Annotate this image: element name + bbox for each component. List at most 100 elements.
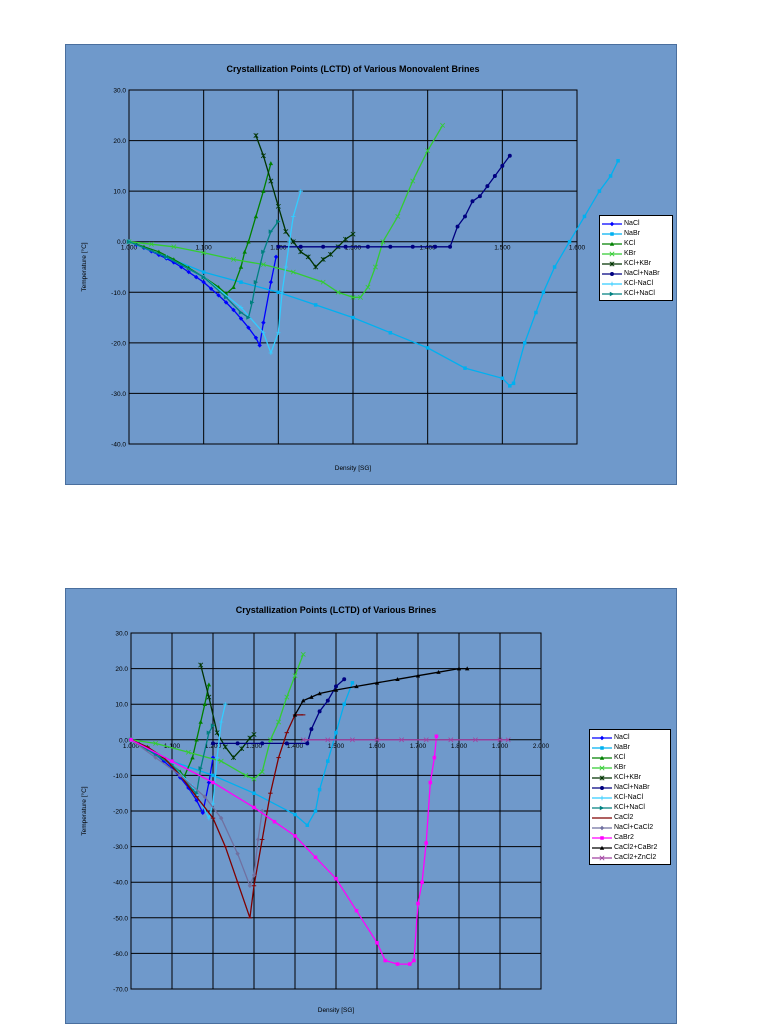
legend-label: NaCl+NaBr [614, 784, 650, 791]
y-tick-label: 10.0 [115, 702, 128, 709]
y-tick-label: -10.0 [111, 290, 126, 297]
x-tick-label: 1.000 [123, 743, 140, 750]
data-point-nabr [211, 773, 215, 778]
legend-swatch-marker [599, 755, 605, 760]
data-point-kbr [171, 244, 177, 250]
data-point-nabr [541, 290, 546, 295]
data-point-kbr [380, 239, 386, 245]
x-tick-label: 2.000 [533, 743, 550, 750]
legend-label: KCl-NaCl [624, 280, 654, 287]
data-point-cabr2 [432, 755, 437, 760]
data-point-nabr [552, 265, 557, 269]
data-point-nacl [257, 343, 262, 348]
data-point-nacl-nabr [485, 184, 490, 189]
legend-swatch-marker [599, 775, 605, 781]
legend-item-kcl: KCl [590, 753, 670, 763]
data-point-nacl-nabr [492, 173, 497, 178]
data-point-kcl-kbr [320, 256, 326, 262]
data-point-nacl-nabr [211, 741, 215, 746]
data-point-nacl-nabr [321, 244, 326, 249]
y-tick-label: 0.0 [119, 737, 128, 744]
data-point-kcl-nacl [276, 219, 281, 224]
x-tick-label: 1.500 [494, 245, 511, 252]
legend-swatch [592, 836, 612, 840]
legend-label: NaBr [624, 230, 640, 237]
data-point-nabr [313, 303, 318, 307]
legend-swatch-marker [610, 272, 614, 276]
data-point-nabr [582, 214, 587, 219]
data-point-kcl-nacl [253, 279, 259, 285]
legend-item-kcl-nacl: KCl+NaCl [590, 803, 670, 813]
data-point-kcl-nacl [268, 350, 274, 356]
data-point-kcl-nacl [238, 310, 244, 315]
series-line-kcl-nacl [128, 190, 302, 355]
series-cabr2 [129, 734, 439, 966]
data-point-nacl-nabr [433, 244, 438, 249]
legend-swatch [592, 805, 612, 811]
series-line-nabr [128, 160, 619, 387]
legend-swatch [592, 825, 612, 831]
data-point-nacl [216, 293, 221, 298]
legend-label: KCl [624, 240, 636, 247]
data-point-nacl-cacl2 [255, 837, 261, 842]
legend-label: KCl+NaCl [614, 804, 645, 811]
data-point-cabr2 [420, 880, 424, 884]
data-point-kcl-nacl [261, 330, 266, 335]
data-point-nacl-nabr [463, 214, 467, 219]
data-point-cacl2-zncl2 [497, 737, 503, 743]
data-point-cabr2 [129, 738, 133, 742]
data-point-kcl-nacl [126, 239, 132, 244]
data-point-nacl-nabr [477, 194, 482, 199]
data-point-kbr [276, 719, 282, 725]
data-point-kbr [251, 776, 257, 782]
legend-swatch [602, 272, 622, 276]
data-point-nacl-nabr [284, 741, 289, 746]
legend-swatch [602, 291, 622, 297]
legend-swatch [602, 232, 622, 236]
y-tick-label: -20.0 [111, 340, 126, 347]
series-nacl [126, 239, 279, 348]
data-point-kcl-nacl [164, 254, 169, 260]
series-line-nabr [130, 682, 354, 827]
legend-label: NaCl [624, 220, 640, 227]
legend-swatch-marker [610, 232, 614, 236]
data-point-cacl2-zncl2 [448, 737, 454, 743]
data-point-kcl-nacl [298, 188, 303, 194]
series-kcl-kbr [198, 662, 257, 761]
legend-swatch [592, 795, 612, 801]
legend-label: KCl [614, 754, 626, 761]
data-point-nacl [273, 254, 279, 260]
plot-frame [130, 632, 542, 990]
legend-swatch [592, 786, 612, 790]
data-point-kbr [259, 769, 265, 775]
data-point-nacl-nabr [470, 199, 475, 204]
data-point-nacl-nabr [448, 244, 453, 249]
x-tick-label: 1.300 [246, 743, 263, 750]
data-point-kbr [335, 289, 341, 295]
series-kbr [126, 122, 446, 300]
series-line-nacl-cacl2 [130, 739, 263, 888]
data-point-kcl [261, 188, 266, 193]
data-point-kcl-nacl [246, 315, 251, 320]
data-point-cabr2 [416, 901, 420, 906]
data-point-kcl-nacl [201, 274, 206, 280]
data-point-cacl2-cabr2 [395, 677, 400, 682]
data-point-kbr [292, 673, 298, 679]
data-point-cabr2 [272, 819, 277, 824]
x-tick-label: 1.100 [164, 743, 181, 750]
series-line-cacl2-cabr2 [294, 667, 468, 716]
series-line-cabr2 [130, 736, 438, 965]
series-line-nacl [128, 241, 277, 348]
legend-label: KBr [624, 250, 636, 257]
data-point-kcl-kbr [198, 662, 204, 668]
y-tick-label: -40.0 [111, 442, 126, 449]
legend-item-nacl: NaCl [600, 219, 672, 229]
data-point-kcl [194, 737, 199, 742]
data-point-nacl-nabr [317, 709, 322, 714]
data-point-kcl-nacl [238, 305, 244, 310]
legend-item-nacl-nabr: NaCl+NaBr [600, 269, 672, 279]
data-point-cacl2-cabr2 [456, 666, 462, 671]
data-point-kbr [153, 740, 159, 746]
data-point-nacl-cacl2 [219, 815, 224, 821]
data-point-nabr [500, 376, 505, 381]
